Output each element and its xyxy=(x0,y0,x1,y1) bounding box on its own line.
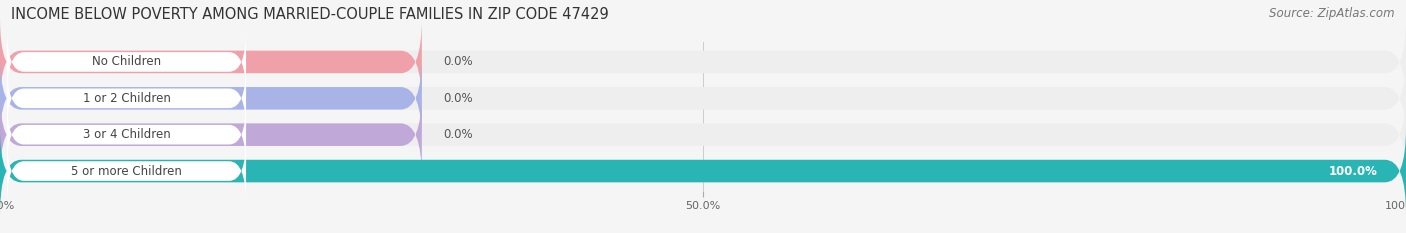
Text: 0.0%: 0.0% xyxy=(443,55,472,69)
FancyBboxPatch shape xyxy=(0,55,1406,142)
Text: 0.0%: 0.0% xyxy=(443,92,472,105)
Text: 1 or 2 Children: 1 or 2 Children xyxy=(83,92,170,105)
Text: 0.0%: 0.0% xyxy=(443,128,472,141)
FancyBboxPatch shape xyxy=(0,128,1406,214)
FancyBboxPatch shape xyxy=(7,101,246,168)
Text: Source: ZipAtlas.com: Source: ZipAtlas.com xyxy=(1270,7,1395,20)
Text: 3 or 4 Children: 3 or 4 Children xyxy=(83,128,170,141)
FancyBboxPatch shape xyxy=(0,128,1406,214)
FancyBboxPatch shape xyxy=(7,28,246,96)
FancyBboxPatch shape xyxy=(0,91,1406,178)
FancyBboxPatch shape xyxy=(0,19,422,105)
Text: INCOME BELOW POVERTY AMONG MARRIED-COUPLE FAMILIES IN ZIP CODE 47429: INCOME BELOW POVERTY AMONG MARRIED-COUPL… xyxy=(11,7,609,22)
FancyBboxPatch shape xyxy=(0,91,422,178)
Text: No Children: No Children xyxy=(91,55,162,69)
FancyBboxPatch shape xyxy=(0,19,1406,105)
FancyBboxPatch shape xyxy=(7,65,246,132)
FancyBboxPatch shape xyxy=(7,137,246,205)
Text: 100.0%: 100.0% xyxy=(1329,164,1378,178)
Text: 5 or more Children: 5 or more Children xyxy=(72,164,181,178)
FancyBboxPatch shape xyxy=(0,55,422,142)
